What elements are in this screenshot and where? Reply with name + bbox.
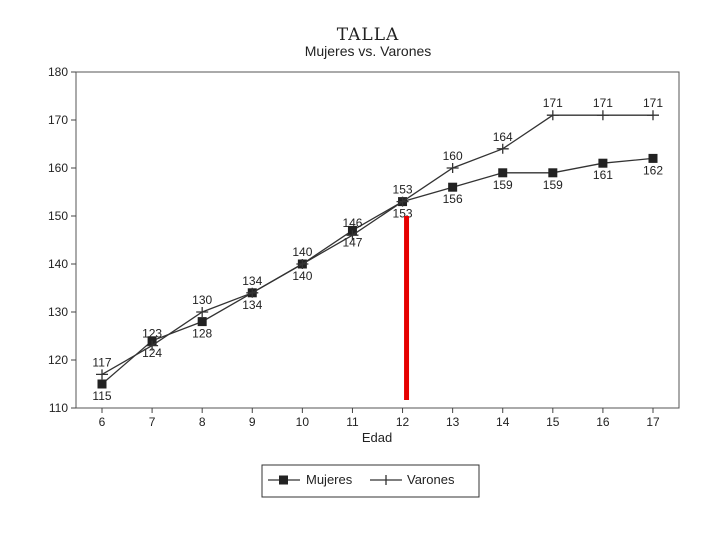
data-label-varones: 130 bbox=[192, 293, 212, 307]
x-tick-label: 17 bbox=[646, 415, 660, 429]
legend: Mujeres Varones bbox=[261, 464, 480, 498]
data-label-mujeres: 140 bbox=[292, 269, 312, 283]
data-label-mujeres: 115 bbox=[92, 389, 111, 403]
x-tick-label: 7 bbox=[149, 415, 156, 429]
y-tick-label: 160 bbox=[48, 161, 68, 175]
legend-label-mujeres: Mujeres bbox=[306, 472, 353, 487]
data-label-varones: 153 bbox=[393, 183, 413, 197]
point-varones bbox=[146, 340, 159, 351]
data-label-varones: 117 bbox=[92, 355, 111, 369]
point-varones bbox=[647, 110, 659, 121]
chart-title: TALLA bbox=[337, 25, 400, 45]
point-varones bbox=[496, 143, 509, 154]
y-tick-label: 180 bbox=[48, 65, 68, 79]
data-label-mujeres: 161 bbox=[593, 168, 613, 182]
x-axis: 6 7 8 9 10 11 12 13 14 15 16 17 bbox=[99, 408, 660, 429]
data-label-varones: 171 bbox=[543, 96, 563, 110]
data-label-varones: 140 bbox=[292, 245, 312, 259]
point-mujeres bbox=[548, 168, 558, 178]
point-mujeres bbox=[197, 317, 207, 327]
x-tick-label: 9 bbox=[249, 415, 256, 429]
data-label-varones: 160 bbox=[443, 149, 463, 163]
data-label-mujeres: 147 bbox=[342, 235, 362, 249]
data-label-mujeres: 159 bbox=[493, 178, 513, 192]
chart-subtitle: Mujeres vs. Varones bbox=[305, 43, 432, 59]
point-mujeres bbox=[598, 158, 608, 168]
data-label-varones: 164 bbox=[493, 130, 513, 144]
point-mujeres bbox=[648, 153, 658, 163]
data-label-mujeres: 124 bbox=[142, 346, 162, 360]
legend-box bbox=[261, 464, 480, 498]
point-mujeres bbox=[498, 168, 508, 178]
point-varones bbox=[246, 287, 259, 298]
plot-frame bbox=[75, 71, 680, 409]
point-varones bbox=[446, 163, 459, 173]
point-varones bbox=[346, 230, 359, 241]
x-tick-label: 8 bbox=[199, 415, 206, 429]
y-tick-label: 110 bbox=[49, 401, 68, 415]
y-axis: 110 120 130 140 150 160 170 180 bbox=[48, 65, 76, 415]
data-label-varones: 123 bbox=[142, 327, 162, 341]
x-tick-label: 13 bbox=[446, 415, 460, 429]
x-tick-label: 14 bbox=[496, 415, 510, 429]
x-axis-label: Edad bbox=[362, 430, 392, 445]
data-label-mujeres: 128 bbox=[192, 327, 212, 341]
x-tick-label: 11 bbox=[346, 415, 359, 429]
legend-label-varones: Varones bbox=[407, 472, 455, 487]
point-mujeres bbox=[97, 379, 107, 389]
data-label-varones: 134 bbox=[242, 274, 262, 288]
data-label-mujeres: 153 bbox=[393, 207, 413, 221]
data-label-mujeres: 159 bbox=[543, 178, 563, 192]
data-label-mujeres: 156 bbox=[443, 192, 463, 206]
x-tick-label: 12 bbox=[396, 415, 410, 429]
point-varones bbox=[296, 259, 309, 269]
y-tick-label: 170 bbox=[48, 113, 68, 127]
data-label-mujeres: 134 bbox=[242, 298, 262, 312]
point-varones bbox=[96, 369, 108, 380]
point-varones bbox=[196, 307, 209, 317]
point-varones bbox=[396, 196, 409, 207]
data-label-varones: 171 bbox=[643, 96, 663, 110]
data-label-varones: 171 bbox=[593, 96, 613, 110]
data-label-varones: 146 bbox=[342, 216, 362, 230]
legend-marker-mujeres bbox=[279, 475, 288, 485]
data-label-mujeres: 162 bbox=[643, 163, 663, 177]
y-tick-label: 120 bbox=[48, 353, 68, 367]
point-varones bbox=[546, 110, 559, 121]
series-line-varones bbox=[101, 114, 653, 375]
y-tick-label: 150 bbox=[48, 209, 68, 223]
y-tick-label: 130 bbox=[48, 305, 68, 319]
x-tick-label: 15 bbox=[546, 415, 560, 429]
series-layer: 115 124 128 134 140 147 153 156 159 159 161 162 117 1… bbox=[92, 96, 663, 403]
x-tick-label: 6 bbox=[99, 415, 106, 429]
y-tick-label: 140 bbox=[48, 257, 68, 271]
point-varones bbox=[596, 110, 609, 121]
series-line-mujeres bbox=[101, 157, 654, 385]
x-tick-label: 16 bbox=[596, 415, 610, 429]
point-mujeres bbox=[448, 182, 458, 192]
x-tick-label: 10 bbox=[296, 415, 310, 429]
